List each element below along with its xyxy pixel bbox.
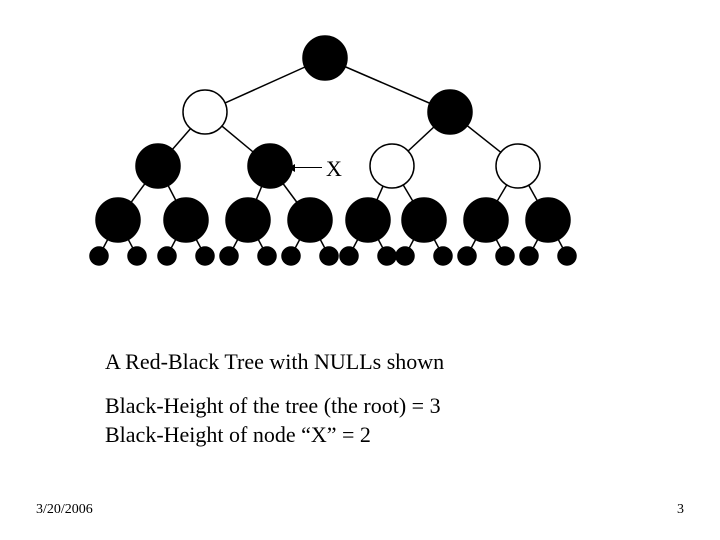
caption-body: Black-Height of the tree (the root) = 3 … [105,392,441,449]
caption-title: A Red-Black Tree with NULLs shown [105,348,444,377]
caption-line-1: Black-Height of the tree (the root) = 3 [105,393,441,418]
rb-tree-diagram [0,0,720,300]
x-label: X [326,156,342,182]
x-pointer-arrow [294,167,322,168]
slide: { "diagram": { "type": "tree", "backgrou… [0,0,720,540]
footer-page-number: 3 [677,502,684,518]
footer-date: 3/20/2006 [36,502,93,518]
caption-line-2: Black-Height of node “X” = 2 [105,422,371,447]
